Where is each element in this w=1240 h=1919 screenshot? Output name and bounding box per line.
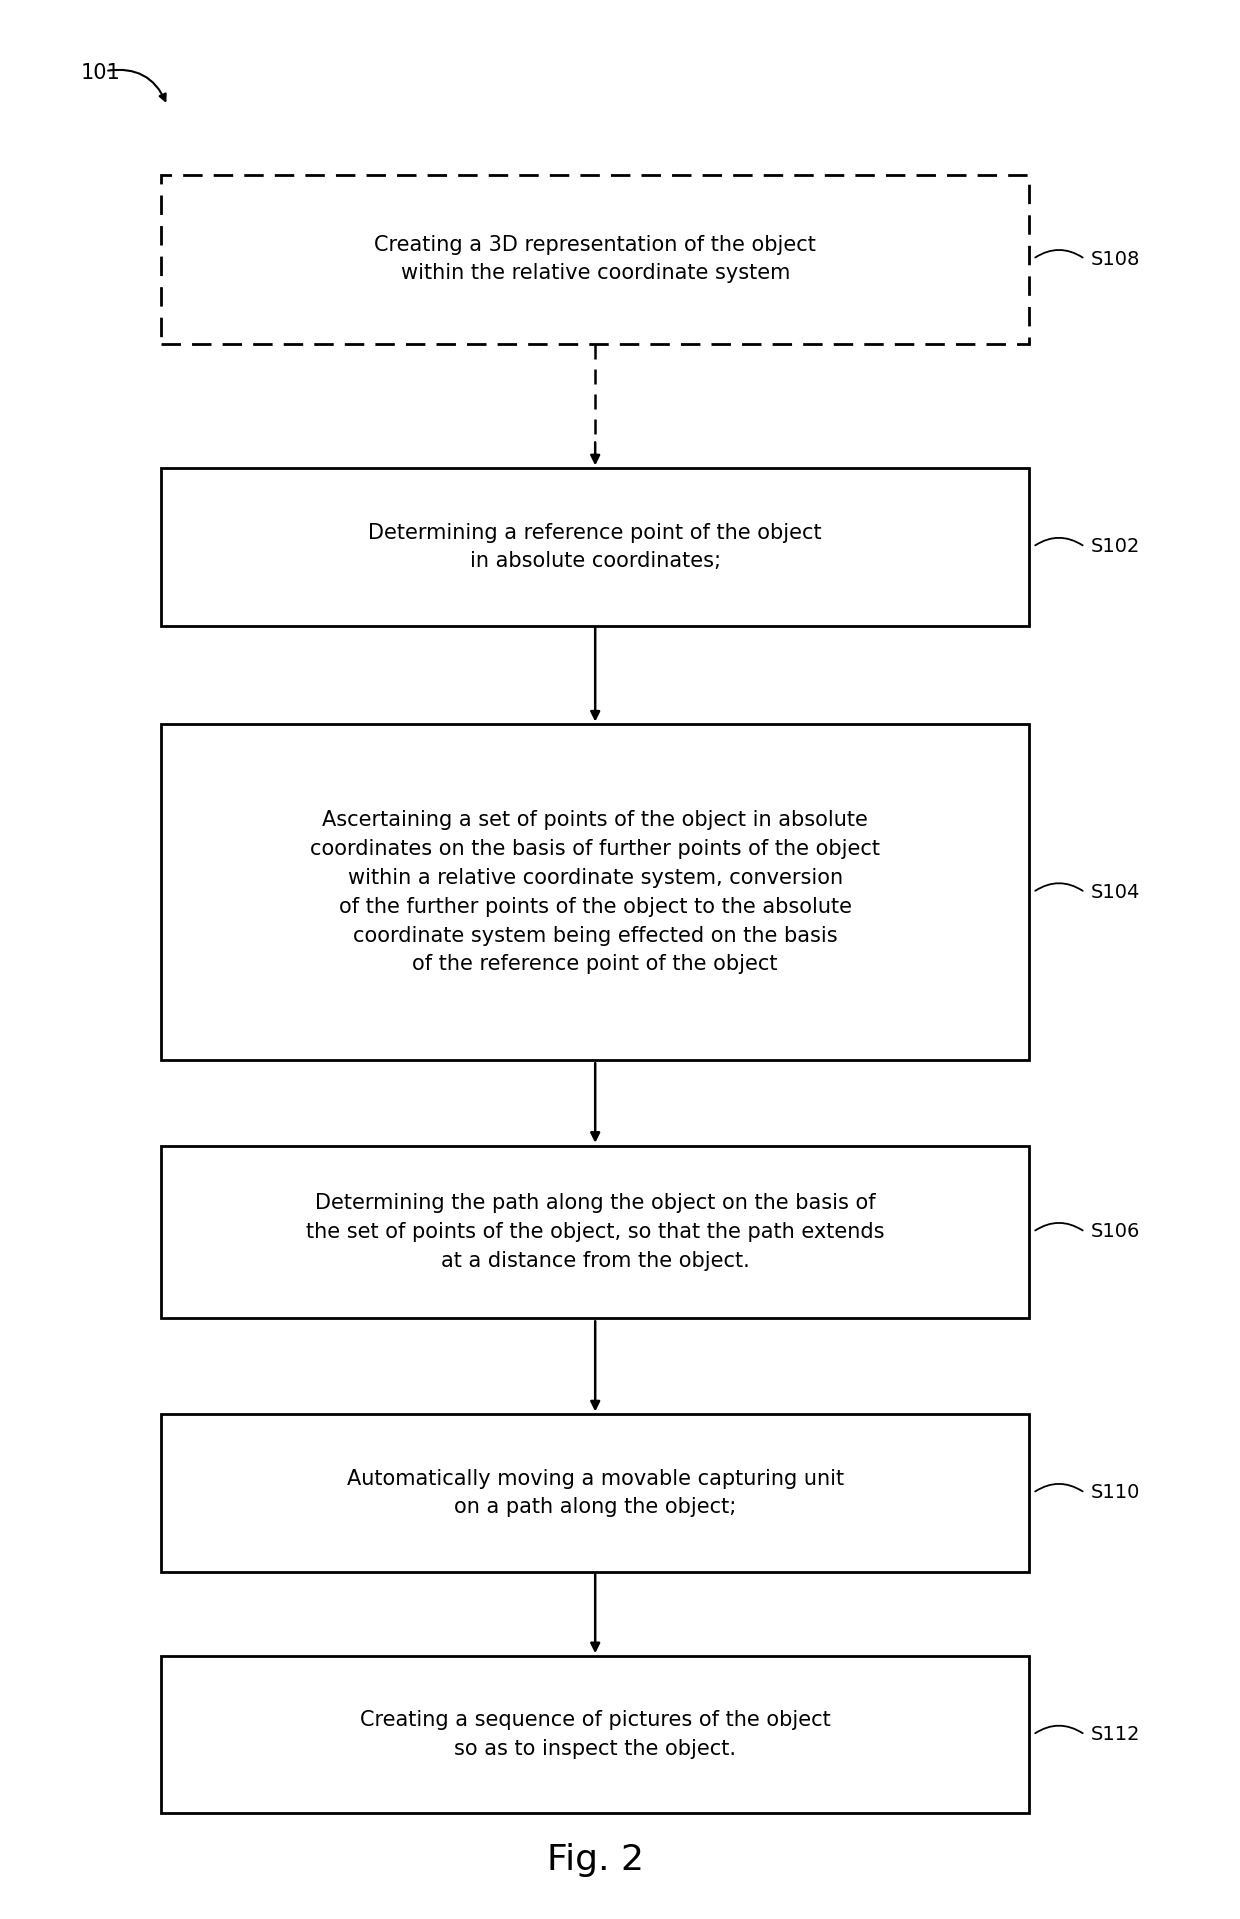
Text: Ascertaining a set of points of the object in absolute
coordinates on the basis : Ascertaining a set of points of the obje… [310,810,880,975]
Text: S110: S110 [1091,1483,1141,1503]
Text: Determining a reference point of the object
in absolute coordinates;: Determining a reference point of the obj… [368,522,822,572]
Text: Determining the path along the object on the basis of
the set of points of the o: Determining the path along the object on… [306,1194,884,1270]
FancyBboxPatch shape [161,723,1029,1059]
Text: 101: 101 [81,63,120,83]
FancyBboxPatch shape [161,1656,1029,1813]
FancyBboxPatch shape [161,175,1029,344]
Text: Creating a sequence of pictures of the object
so as to inspect the object.: Creating a sequence of pictures of the o… [360,1710,831,1760]
Text: Automatically moving a movable capturing unit
on a path along the object;: Automatically moving a movable capturing… [347,1468,843,1518]
Text: S102: S102 [1091,537,1141,557]
Text: Fig. 2: Fig. 2 [547,1842,644,1877]
Text: S108: S108 [1091,249,1141,269]
FancyBboxPatch shape [161,1414,1029,1572]
FancyBboxPatch shape [161,468,1029,626]
FancyBboxPatch shape [161,1146,1029,1318]
Text: Creating a 3D representation of the object
within the relative coordinate system: Creating a 3D representation of the obje… [374,234,816,284]
Text: S112: S112 [1091,1725,1141,1744]
Text: S104: S104 [1091,883,1141,902]
Text: S106: S106 [1091,1222,1141,1242]
